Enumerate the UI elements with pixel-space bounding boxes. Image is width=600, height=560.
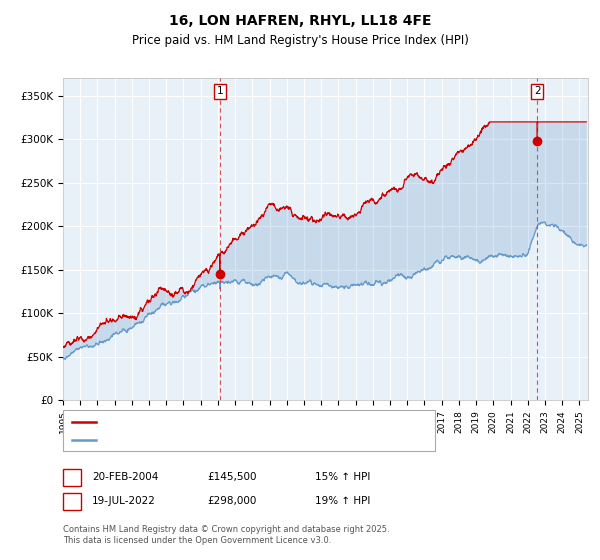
Text: 15% ↑ HPI: 15% ↑ HPI xyxy=(315,472,370,482)
Text: 2: 2 xyxy=(68,496,76,506)
Text: 16, LON HAFREN, RHYL, LL18 4FE: 16, LON HAFREN, RHYL, LL18 4FE xyxy=(169,14,431,28)
Text: Price paid vs. HM Land Registry's House Price Index (HPI): Price paid vs. HM Land Registry's House … xyxy=(131,34,469,46)
Text: 20-FEB-2004: 20-FEB-2004 xyxy=(92,472,158,482)
Text: HPI: Average price, detached house, Denbighshire: HPI: Average price, detached house, Denb… xyxy=(101,435,363,445)
Text: 2: 2 xyxy=(534,86,541,96)
Text: 19-JUL-2022: 19-JUL-2022 xyxy=(92,496,155,506)
Text: 19% ↑ HPI: 19% ↑ HPI xyxy=(315,496,370,506)
Text: £298,000: £298,000 xyxy=(207,496,256,506)
Text: 16, LON HAFREN, RHYL, LL18 4FE (detached house): 16, LON HAFREN, RHYL, LL18 4FE (detached… xyxy=(101,417,370,427)
Text: Contains HM Land Registry data © Crown copyright and database right 2025.
This d: Contains HM Land Registry data © Crown c… xyxy=(63,525,389,545)
Text: 1: 1 xyxy=(68,472,76,482)
Text: 1: 1 xyxy=(217,86,223,96)
Text: £145,500: £145,500 xyxy=(207,472,257,482)
